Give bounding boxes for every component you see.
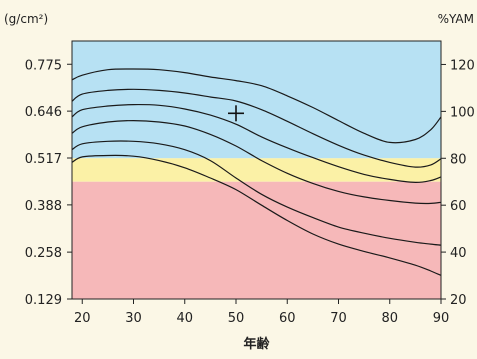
band-blue xyxy=(72,41,441,159)
x-axis-label: 年齢 xyxy=(243,336,270,352)
series-line-4 xyxy=(72,119,441,205)
y-right-tick-label: 40 xyxy=(450,246,467,261)
series-line-5 xyxy=(72,140,441,246)
x-tick-label: 20 xyxy=(74,311,91,326)
y-left-tick-label: 0.646 xyxy=(25,105,62,120)
y-right-tick-label: 120 xyxy=(450,58,475,73)
x-tick-label: 90 xyxy=(433,311,450,326)
y-left-tick-label: 0.388 xyxy=(25,199,62,214)
y-left-axis-label: (g/cm²) xyxy=(4,12,48,26)
series-line-3 xyxy=(72,103,441,184)
x-tick-label: 70 xyxy=(330,311,347,326)
y-left-tick-label: 0.775 xyxy=(25,58,62,73)
x-tick-label: 60 xyxy=(279,311,296,326)
x-tick-label: 80 xyxy=(381,311,398,326)
band-pink xyxy=(72,181,441,299)
y-left-tick-label: 0.517 xyxy=(25,152,62,167)
x-tick-label: 40 xyxy=(176,311,193,326)
x-tick-label: 30 xyxy=(125,311,142,326)
series-line-1 xyxy=(72,68,441,144)
y-left-tick-label: 0.129 xyxy=(25,293,62,308)
band-yellow xyxy=(72,158,441,182)
y-right-axis-label: %YAM xyxy=(438,12,474,26)
y-right-tick-label: 100 xyxy=(450,105,475,120)
series-line-6 xyxy=(72,154,441,276)
x-tick-label: 50 xyxy=(228,311,245,326)
y-left-tick-label: 0.258 xyxy=(25,246,62,261)
plot-frame xyxy=(71,40,442,300)
y-right-tick-label: 60 xyxy=(450,199,467,214)
y-right-tick-label: 80 xyxy=(450,152,467,167)
series-line-2 xyxy=(72,88,441,168)
y-right-tick-label: 20 xyxy=(450,293,467,308)
